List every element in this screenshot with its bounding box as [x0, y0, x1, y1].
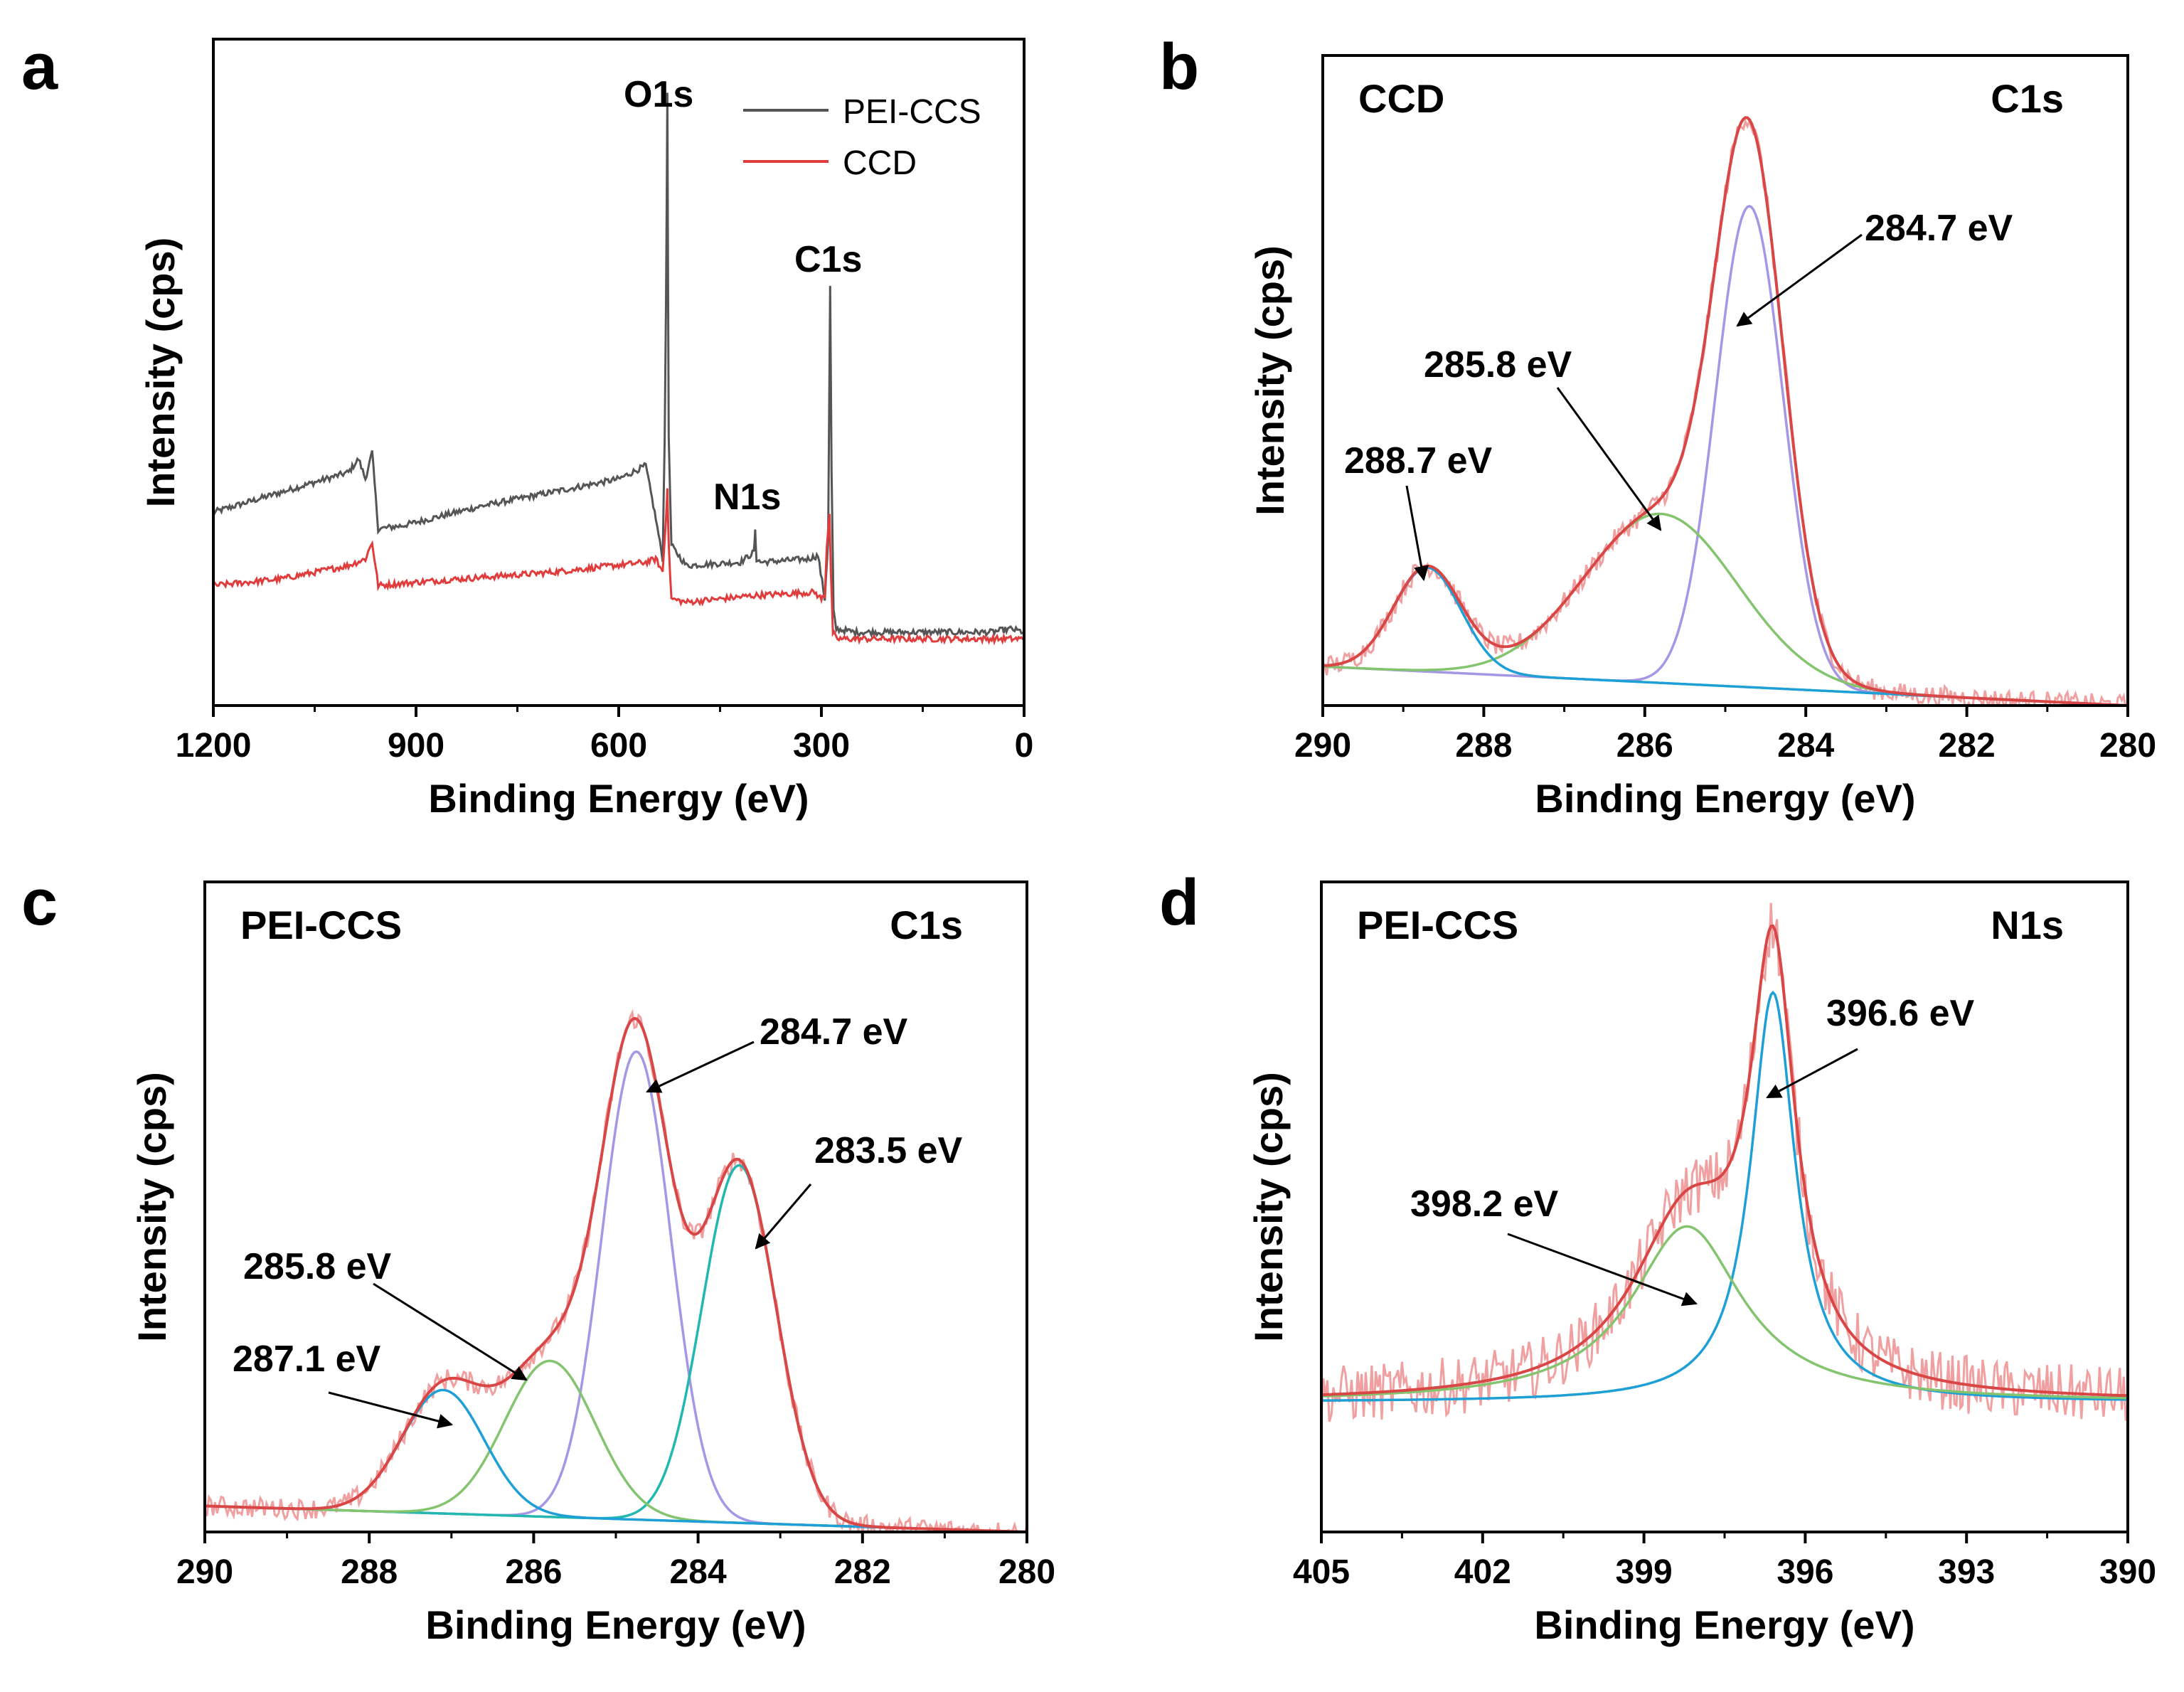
panel-b: b CCD C1s 290 288 286 284 282 280 Binding Energy …	[1159, 31, 2156, 821]
x-tick-label: 402	[1454, 1553, 1511, 1591]
x-tick-label: 286	[505, 1553, 562, 1591]
annotation-arrow	[1766, 1048, 1858, 1099]
x-axis-label: Binding Energy (eV)	[1535, 776, 1915, 821]
annotation-label: 285.8 eV	[243, 1246, 391, 1287]
panel-label: d	[1159, 866, 1199, 939]
annotation-label: 285.8 eV	[1424, 344, 1572, 385]
panel-label: b	[1159, 31, 1199, 103]
fit-component-285.8	[1323, 512, 2128, 706]
x-tick-label: 399	[1616, 1553, 1673, 1591]
annotation-arrow	[1507, 1233, 1698, 1307]
fit-component-398.2	[1321, 1225, 2128, 1400]
x-tick-label: 284	[670, 1553, 727, 1591]
panel-title-right: C1s	[890, 903, 963, 947]
annotation-arrow	[373, 1282, 528, 1381]
annotation-arrow	[1736, 233, 1863, 327]
annotation-arrow	[755, 1183, 812, 1250]
annotation-arrow	[1405, 485, 1429, 582]
annotation-label: 283.5 eV	[814, 1130, 962, 1171]
y-axis-label: Intensity (cps)	[1246, 1072, 1291, 1342]
fit-envelope	[205, 1016, 1027, 1532]
x-tick-label: 282	[834, 1553, 891, 1591]
panel-label: c	[21, 866, 58, 939]
x-tick-label: 290	[1294, 727, 1351, 765]
x-tick-label: 393	[1938, 1553, 1995, 1591]
series-pei-ccs	[213, 92, 1024, 639]
annotation-label: N1s	[713, 477, 781, 518]
x-tick-label: 288	[341, 1553, 398, 1591]
annotation-label: 287.1 eV	[233, 1339, 380, 1380]
fit-envelope	[1323, 116, 2128, 706]
annotation-label: C1s	[794, 239, 862, 280]
annotation-label: 284.7 eV	[1865, 208, 2013, 249]
plot-area	[213, 92, 1024, 646]
x-tick-label: 405	[1293, 1553, 1350, 1591]
y-axis-label: Intensity (cps)	[138, 238, 183, 508]
series-ccd	[213, 488, 1024, 646]
annotation-arrow	[1556, 387, 1662, 531]
panel-title-left: CCD	[1358, 76, 1444, 121]
x-tick-label: 300	[793, 727, 850, 765]
x-tick-label: 286	[1616, 727, 1673, 765]
fit-component-396.6	[1321, 990, 2128, 1402]
panel-c: c PEI-CCS C1s 290 288 286 284 282 280 Binding Ene…	[21, 866, 1055, 1647]
x-axis-label: Binding Energy (eV)	[428, 776, 809, 821]
x-tick-label: 900	[388, 727, 444, 765]
annotation-arrow	[328, 1391, 454, 1429]
x-tick-label: 280	[998, 1553, 1055, 1591]
fit-component-284.75	[205, 1050, 1027, 1532]
panel-a: a 1200 900 600 300 0 Binding Energy (eV) Intens…	[21, 31, 1033, 821]
x-tick-label: 396	[1777, 1553, 1833, 1591]
legend-entry: PEI-CCS	[843, 93, 981, 131]
x-tick-label: 390	[2099, 1553, 2156, 1591]
annotation-label: 288.7 eV	[1344, 440, 1492, 481]
panel-d: d PEI-CCS N1s 405 402 399 396 393 390 Binding Ene…	[1159, 866, 2156, 1647]
raw-data-line	[1321, 903, 2128, 1422]
axes-frame	[203, 880, 1028, 1533]
y-axis-label: Intensity (cps)	[1247, 245, 1292, 516]
x-tick-label: 0	[1015, 727, 1034, 765]
fit-component-288.7	[1323, 566, 2128, 706]
annotation-label: 396.6 eV	[1826, 993, 1974, 1034]
x-tick-label: 290	[176, 1553, 233, 1591]
y-axis-label: Intensity (cps)	[129, 1072, 174, 1342]
x-tick-label: 284	[1777, 727, 1834, 765]
x-tick-label: 282	[1939, 727, 1996, 765]
panel-label: a	[21, 31, 58, 103]
annotation-label: O1s	[624, 74, 693, 115]
plot-area	[1323, 116, 2128, 706]
x-axis-label: Binding Energy (eV)	[425, 1602, 806, 1647]
legend-entry: CCD	[843, 144, 917, 182]
x-tick-label: 288	[1455, 727, 1512, 765]
x-tick-label: 600	[590, 727, 647, 765]
annotation-arrow	[646, 1041, 755, 1093]
plot-area	[205, 1009, 1027, 1532]
axes-frame	[212, 38, 1026, 707]
panel-title-left: PEI-CCS	[240, 903, 402, 947]
plot-area	[1321, 903, 2128, 1422]
annotation-label: 284.7 eV	[760, 1011, 907, 1053]
annotation-label: 398.2 eV	[1410, 1183, 1558, 1225]
fit-envelope	[1321, 924, 2128, 1398]
x-tick-label: 1200	[176, 727, 252, 765]
panel-title-right: C1s	[1991, 76, 2064, 121]
x-axis-label: Binding Energy (eV)	[1534, 1602, 1914, 1647]
panel-title-left: PEI-CCS	[1357, 903, 1518, 947]
x-tick-label: 280	[2099, 727, 2156, 765]
panel-title-right: N1s	[1991, 903, 2064, 947]
